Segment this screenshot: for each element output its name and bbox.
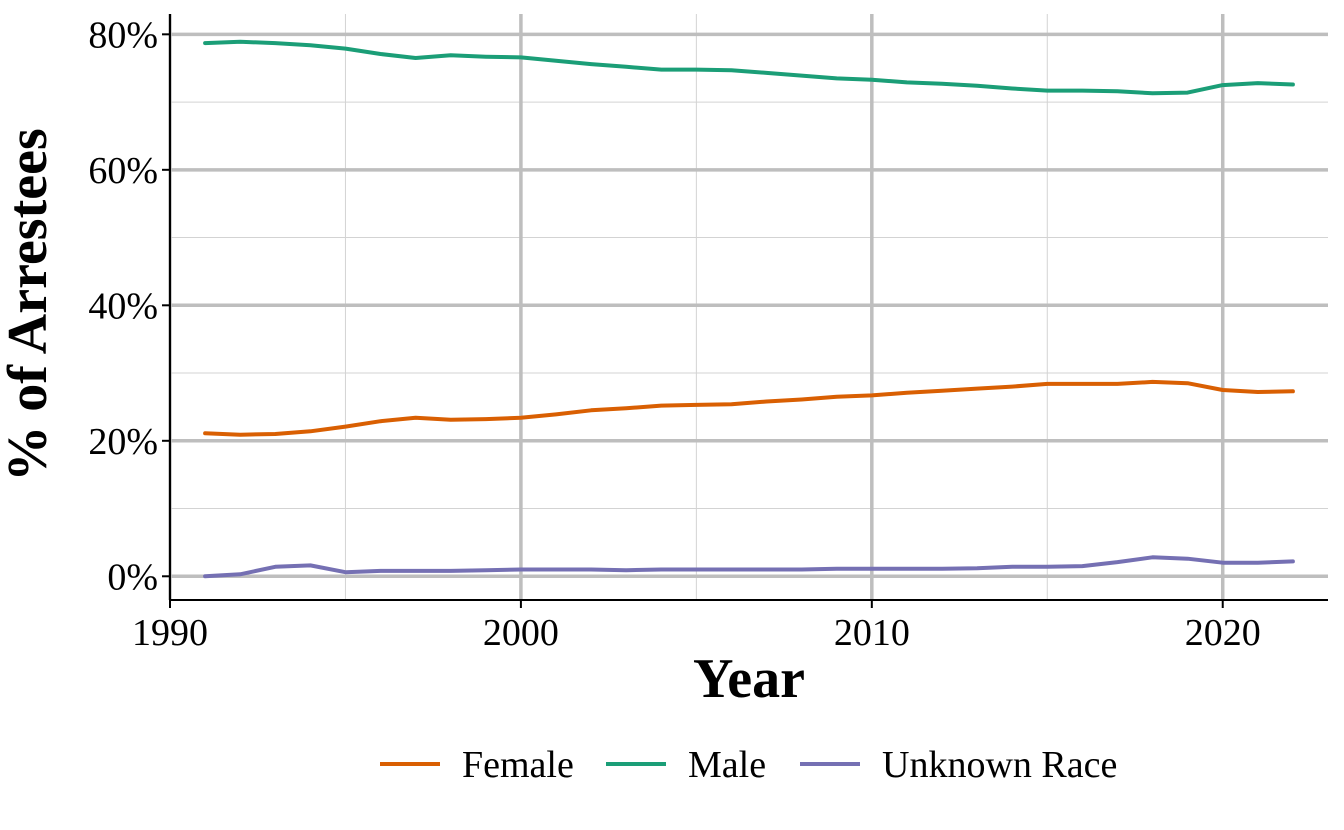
- axes: [169, 14, 1328, 601]
- x-tick-label: 2010: [834, 612, 910, 654]
- y-tick-label: 40%: [88, 285, 158, 327]
- y-tick-label: 0%: [107, 556, 158, 598]
- legend-label-male: Male: [688, 744, 766, 786]
- legend-label-unknown-race: Unknown Race: [882, 744, 1117, 786]
- legend: Female Male Unknown Race: [380, 744, 1117, 786]
- series-line-unknown-race: [203, 555, 1295, 579]
- legend-label-female: Female: [462, 744, 574, 786]
- y-tick-label: 80%: [88, 14, 158, 56]
- y-axis-ticks: 0% 20% 40% 60% 80%: [88, 14, 170, 598]
- series-line-male: [203, 39, 1295, 96]
- x-axis-ticks: 1990 2000 2010 2020: [132, 600, 1261, 654]
- major-grid: [168, 14, 1328, 600]
- minor-grid: [170, 14, 1328, 600]
- series-lines: [203, 39, 1295, 579]
- y-tick-label: 60%: [88, 150, 158, 192]
- x-axis-title: Year: [693, 648, 805, 710]
- series-line-female: [203, 379, 1295, 437]
- x-tick-label: 2000: [483, 612, 559, 654]
- x-tick-label: 2020: [1185, 612, 1261, 654]
- x-tick-label: 1990: [132, 612, 208, 654]
- y-axis-title: % of Arrestees: [0, 128, 59, 482]
- y-tick-label: 20%: [88, 421, 158, 463]
